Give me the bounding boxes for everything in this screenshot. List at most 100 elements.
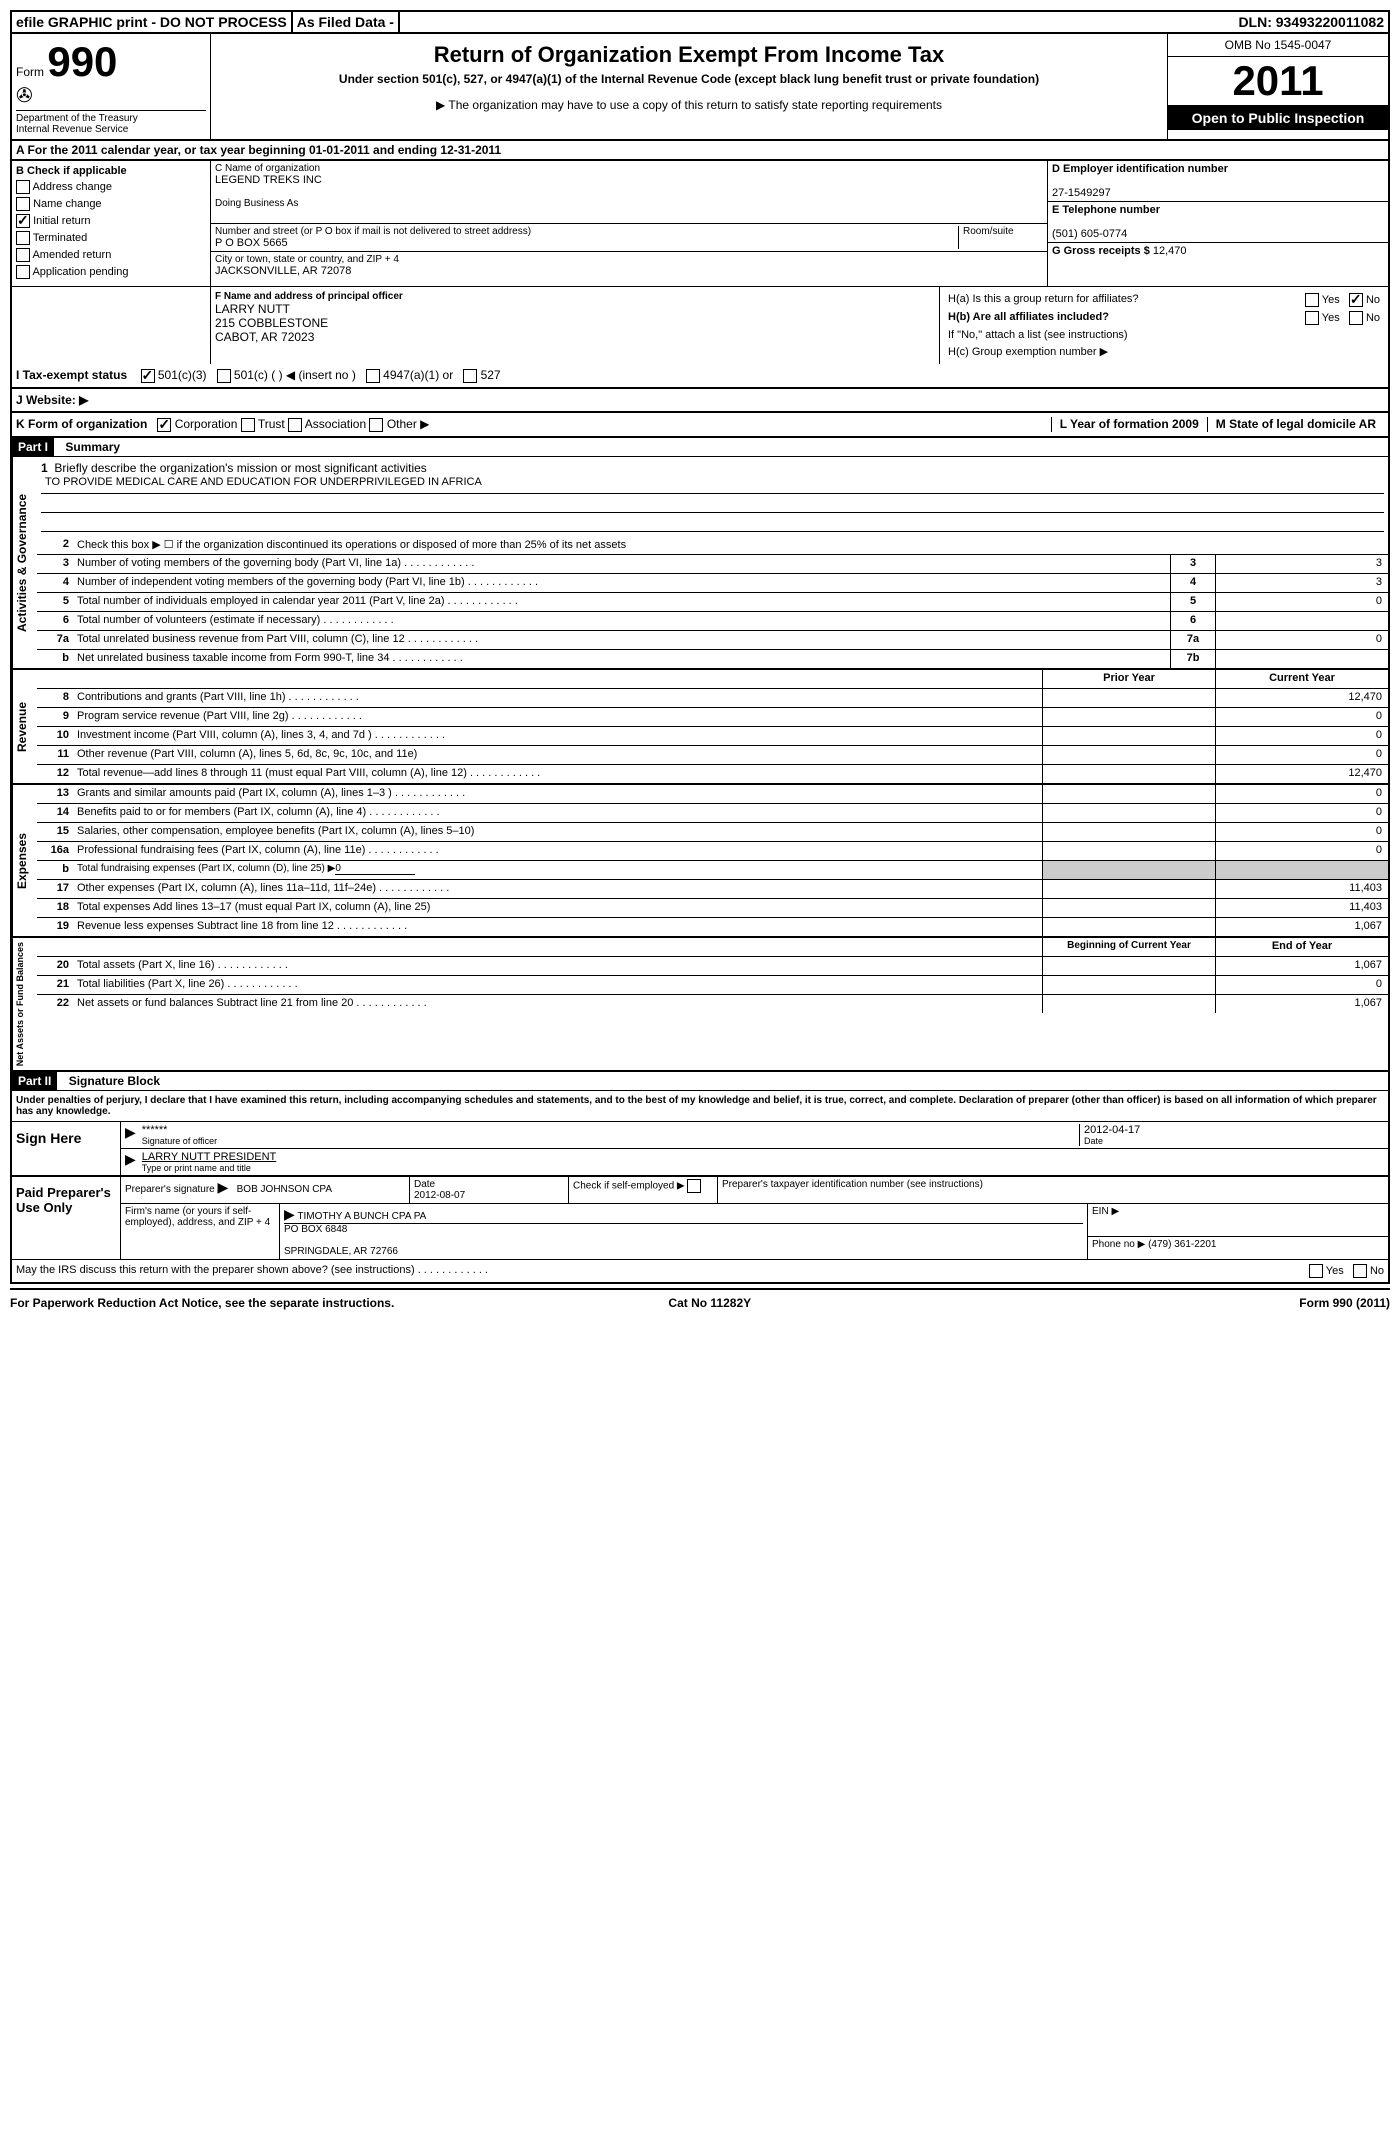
- prep-date-label: Date: [414, 1179, 564, 1190]
- p14: [1042, 804, 1215, 822]
- omb-number: OMB No 1545-0047: [1168, 34, 1388, 57]
- 4947-checkbox[interactable]: [366, 369, 380, 383]
- discuss-no-checkbox[interactable]: [1353, 1264, 1367, 1278]
- officer-addr1: 215 COBBLESTONE: [215, 316, 935, 330]
- ha-yes: Yes: [1322, 294, 1340, 306]
- line10: Investment income (Part VIII, column (A)…: [73, 727, 1042, 745]
- p12: [1042, 765, 1215, 783]
- val7a: 0: [1215, 631, 1388, 649]
- column-b: B Check if applicable Address change Nam…: [12, 161, 211, 286]
- addr-label: Number and street (or P O box if mail is…: [215, 226, 958, 237]
- city-value: JACKSONVILLE, AR 72078: [215, 265, 1043, 277]
- ha-no-checkbox[interactable]: [1349, 293, 1363, 307]
- 527-checkbox[interactable]: [463, 369, 477, 383]
- line2: Check this box ▶ ☐ if the organization d…: [73, 536, 1388, 554]
- ha-yes-checkbox[interactable]: [1305, 293, 1319, 307]
- 501c3-checkbox[interactable]: [141, 369, 155, 383]
- v16b: [1215, 861, 1388, 879]
- line8: Contributions and grants (Part VIII, lin…: [73, 689, 1042, 707]
- v10: 0: [1215, 727, 1388, 745]
- footer-center: Cat No 11282Y: [668, 1296, 751, 1310]
- v22: 1,067: [1215, 995, 1388, 1013]
- assoc-label: Association: [305, 417, 366, 431]
- amended-checkbox[interactable]: [16, 248, 30, 262]
- officer-print: LARRY NUTT PRESIDENT: [142, 1151, 1384, 1163]
- firm-addr1: PO BOX 6848: [284, 1223, 1083, 1235]
- name-change-label: Name change: [33, 198, 102, 210]
- form-title: Return of Organization Exempt From Incom…: [215, 42, 1163, 68]
- column-d: D Employer identification number 27-1549…: [1047, 161, 1388, 286]
- line9: Program service revenue (Part VIII, line…: [73, 708, 1042, 726]
- mission-text: TO PROVIDE MEDICAL CARE AND EDUCATION FO…: [41, 475, 1384, 494]
- other-label: Other ▶: [387, 417, 430, 431]
- rev-vert-label: Revenue: [12, 670, 37, 783]
- officer-name: LARRY NUTT: [215, 302, 935, 316]
- part2-label: Part II: [12, 1072, 57, 1090]
- hb-yes-checkbox[interactable]: [1305, 311, 1319, 325]
- val7b: [1215, 650, 1388, 668]
- discuss-yes-checkbox[interactable]: [1309, 1264, 1323, 1278]
- prior-year-header: Prior Year: [1042, 670, 1215, 688]
- phone-value: (501) 605-0774: [1052, 228, 1384, 240]
- hb-no-checkbox[interactable]: [1349, 311, 1363, 325]
- v9: 0: [1215, 708, 1388, 726]
- prep-name: BOB JOHNSON CPA: [237, 1184, 332, 1195]
- part1-title: Summary: [57, 440, 120, 454]
- print-arrow-icon: ▶: [125, 1151, 136, 1173]
- terminated-checkbox[interactable]: [16, 231, 30, 245]
- addr-cell: Number and street (or P O box if mail is…: [211, 224, 1047, 252]
- c3-label: 501(c)(3): [158, 368, 207, 382]
- trust-checkbox[interactable]: [241, 418, 255, 432]
- prep-date: 2012-08-07: [414, 1190, 564, 1201]
- val5: 0: [1215, 593, 1388, 611]
- perjury-statement: Under penalties of perjury, I declare th…: [12, 1091, 1388, 1121]
- row-k-label: K Form of organization: [16, 417, 147, 431]
- initial-return-checkbox[interactable]: [16, 214, 30, 228]
- discuss-no: No: [1370, 1265, 1384, 1277]
- ein-label: D Employer identification number: [1052, 163, 1384, 175]
- self-employed-checkbox[interactable]: [687, 1179, 701, 1193]
- row-j: J Website: ▶: [10, 389, 1390, 413]
- line18: Total expenses Add lines 13–17 (must equ…: [73, 899, 1042, 917]
- address-change-checkbox[interactable]: [16, 180, 30, 194]
- sign-here-label: Sign Here: [12, 1122, 120, 1175]
- line1-block: 1 Briefly describe the organization's mi…: [37, 457, 1388, 536]
- prep-ein-label: EIN ▶: [1088, 1204, 1388, 1237]
- 501c-checkbox[interactable]: [217, 369, 231, 383]
- dln-container: DLN: 93493220011082: [1234, 12, 1388, 32]
- footer-left: For Paperwork Reduction Act Notice, see …: [10, 1296, 394, 1310]
- app-pending-checkbox[interactable]: [16, 265, 30, 279]
- initial-label: Initial return: [33, 215, 90, 227]
- org-name: LEGEND TREKS INC: [215, 174, 1043, 186]
- p21: [1042, 976, 1215, 994]
- v16a: 0: [1215, 842, 1388, 860]
- firm-name: TIMOTHY A BUNCH CPA PA: [297, 1211, 426, 1222]
- p11: [1042, 746, 1215, 764]
- v18: 11,403: [1215, 899, 1388, 917]
- row-i: I Tax-exempt status 501(c)(3) 501(c) ( )…: [10, 364, 1390, 389]
- assoc-checkbox[interactable]: [288, 418, 302, 432]
- name-change-checkbox[interactable]: [16, 197, 30, 211]
- gross-label: G Gross receipts $: [1052, 245, 1150, 257]
- v12: 12,470: [1215, 765, 1388, 783]
- p9: [1042, 708, 1215, 726]
- row-k: K Form of organization Corporation Trust…: [10, 413, 1390, 438]
- officer-label: F Name and address of principal officer: [215, 291, 935, 302]
- p16a: [1042, 842, 1215, 860]
- rev-body: Prior YearCurrent Year 8Contributions an…: [37, 670, 1388, 783]
- prep-phone: (479) 361-2201: [1148, 1239, 1216, 1250]
- form-number: 990: [47, 38, 117, 85]
- other-checkbox[interactable]: [369, 418, 383, 432]
- ein-value: 27-1549297: [1052, 187, 1384, 199]
- mission-line2: [41, 494, 1384, 513]
- column-c: C Name of organization LEGEND TREKS INC …: [211, 161, 1047, 286]
- v21: 0: [1215, 976, 1388, 994]
- corp-checkbox[interactable]: [157, 418, 171, 432]
- 527-label: 527: [481, 368, 501, 382]
- p10: [1042, 727, 1215, 745]
- h-section: H(a) Is this a group return for affiliat…: [940, 287, 1388, 364]
- irs-logo-icon: ✇: [16, 86, 206, 106]
- gross-cell: G Gross receipts $ 12,470: [1048, 243, 1388, 259]
- part1-label: Part I: [12, 438, 54, 456]
- ptin-label: Preparer's taxpayer identification numbe…: [718, 1177, 1388, 1203]
